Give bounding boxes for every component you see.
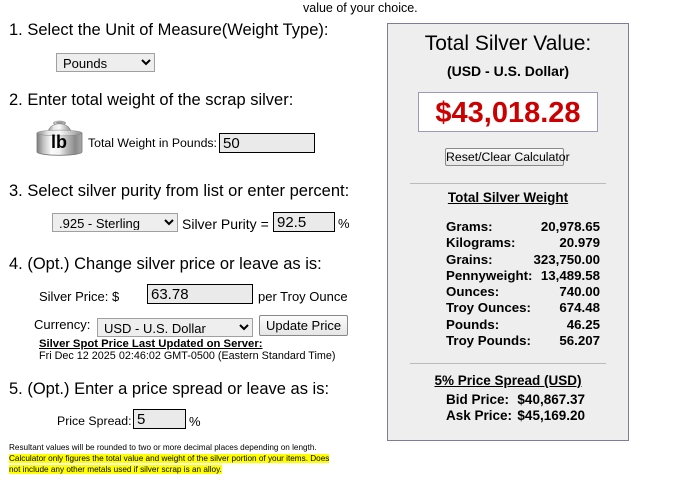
svg-text:lb: lb [51, 132, 67, 152]
